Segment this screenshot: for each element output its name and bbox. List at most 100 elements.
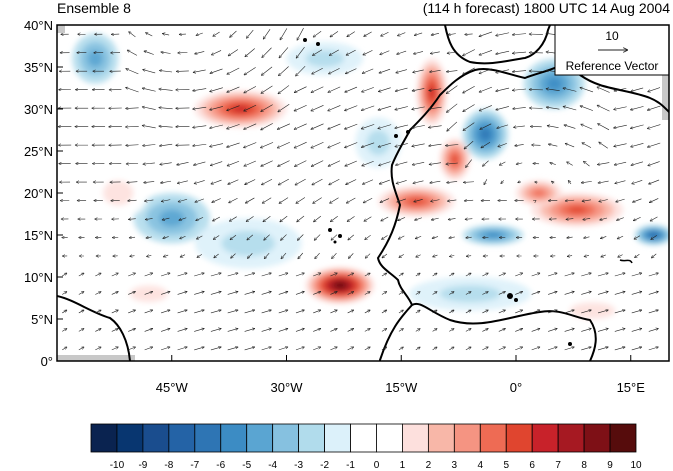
wind-vector-arrow (647, 105, 661, 110)
wind-vector-arrow (159, 143, 173, 146)
wind-vector-arrow (363, 197, 373, 204)
wind-vector-arrow (463, 122, 475, 131)
wind-vector-arrow (479, 86, 493, 92)
wind-vector-arrow (229, 30, 237, 37)
wind-vector-arrow (430, 51, 440, 54)
wind-vector-arrow (278, 347, 288, 351)
colorbar-swatch (505, 423, 533, 453)
wind-vector-arrow (496, 124, 509, 128)
wind-vector-arrow (244, 347, 255, 351)
anomaly-contour (159, 209, 185, 227)
wind-vector-arrow (180, 254, 186, 258)
wind-vector-arrow (381, 347, 387, 351)
wind-vector-arrow (512, 107, 526, 108)
wind-vector-arrow (315, 252, 320, 259)
wind-vector-arrow (428, 125, 442, 128)
wind-vector-arrow (361, 142, 375, 148)
wind-vector-arrow (244, 310, 255, 314)
wind-vector-arrow (361, 105, 375, 111)
wind-vector-arrow (614, 347, 625, 351)
wind-vector-arrow (479, 105, 492, 110)
wind-vector-arrow (631, 161, 644, 166)
wind-vector-arrow (244, 67, 256, 75)
wind-vector-arrow (614, 291, 625, 295)
wind-vector-arrow (531, 328, 540, 332)
wind-vector-arrow (142, 88, 156, 92)
wind-vector-arrow (498, 143, 507, 146)
wind-vector-arrow (244, 328, 255, 332)
wind-vector-arrow (550, 163, 556, 165)
wind-vector-arrow (197, 254, 202, 257)
colorbar-label: 0 (374, 460, 380, 471)
wind-vector-arrow (295, 178, 306, 185)
wind-vector-arrow (565, 143, 575, 148)
wind-vector-arrow (447, 200, 457, 201)
wind-vector-arrow (227, 310, 238, 314)
wind-vector-arrow (364, 347, 371, 351)
wind-vector-arrow (501, 180, 504, 183)
wind-vector-arrow (564, 291, 575, 295)
wind-vector-arrow (513, 126, 525, 127)
wind-vector-arrow (295, 291, 305, 295)
wind-vector-arrow (194, 273, 204, 277)
wind-vector-arrow (563, 88, 577, 92)
wind-vector-arrow (512, 34, 527, 35)
wind-vector-arrow (296, 46, 305, 58)
wind-vector-arrow (446, 181, 458, 182)
wind-vector-arrow (347, 310, 354, 314)
wind-vector-arrow (512, 52, 527, 53)
wind-vector-arrow (160, 291, 170, 295)
wind-vector-arrow (192, 125, 207, 128)
wind-vector-arrow (177, 328, 188, 332)
wind-vector-arrow (446, 163, 458, 164)
wind-vector-arrow (328, 160, 341, 167)
wind-vector-arrow (464, 140, 474, 149)
wind-vector-arrow (144, 291, 153, 295)
wind-vector-arrow (566, 237, 573, 238)
wind-vector-arrow (245, 48, 255, 57)
wind-vector-arrow (648, 273, 659, 277)
y-tick-label: 0° (41, 354, 53, 369)
wind-vector-arrow (62, 291, 67, 295)
wind-vector-arrow (161, 52, 171, 54)
wind-vector-arrow (314, 234, 321, 241)
wind-vector-arrow (647, 87, 661, 92)
wind-vector-arrow (379, 179, 390, 184)
wind-vector-arrow (581, 310, 591, 314)
wind-vector-arrow (295, 310, 305, 314)
wind-vector-arrow (415, 310, 421, 314)
y-tick-label: 5°N (31, 312, 53, 327)
wind-vector-arrow (362, 160, 374, 166)
wind-vector-arrow (395, 106, 408, 110)
wind-vector-arrow (364, 216, 372, 222)
wind-vector-arrow (62, 347, 67, 351)
wind-vector-arrow (230, 234, 237, 240)
wind-vector-arrow (194, 347, 204, 351)
wind-vector-arrow (311, 141, 324, 148)
wind-vector-arrow (277, 160, 290, 167)
wind-vector-arrow (278, 85, 290, 93)
wind-vector-arrow (243, 104, 257, 111)
y-tick-label: 10°N (24, 270, 53, 285)
wind-vector-arrow (584, 255, 590, 256)
wind-vector-arrow (381, 310, 387, 314)
wind-vector-arrow (481, 142, 491, 148)
colorbar-label: 1 (400, 460, 406, 471)
wind-vector-arrow (146, 255, 152, 256)
colorbar-label: 8 (581, 460, 587, 471)
wind-vector-arrow (212, 198, 221, 203)
wind-vector-arrow (261, 310, 272, 314)
wind-vector-arrow (465, 159, 472, 168)
wind-vector-arrow (261, 178, 273, 186)
wind-vector-arrow (599, 217, 608, 220)
wind-vector-arrow (380, 50, 390, 55)
colorbar-swatch (557, 423, 585, 453)
wind-vector-arrow (482, 328, 488, 332)
wind-vector-arrow (311, 105, 324, 111)
wind-vector-arrow (210, 310, 221, 314)
wind-vector-arrow (361, 87, 374, 92)
wind-vector-arrow (482, 309, 488, 314)
wind-vector-arrow (415, 347, 421, 351)
wind-vector-arrow (179, 217, 187, 221)
